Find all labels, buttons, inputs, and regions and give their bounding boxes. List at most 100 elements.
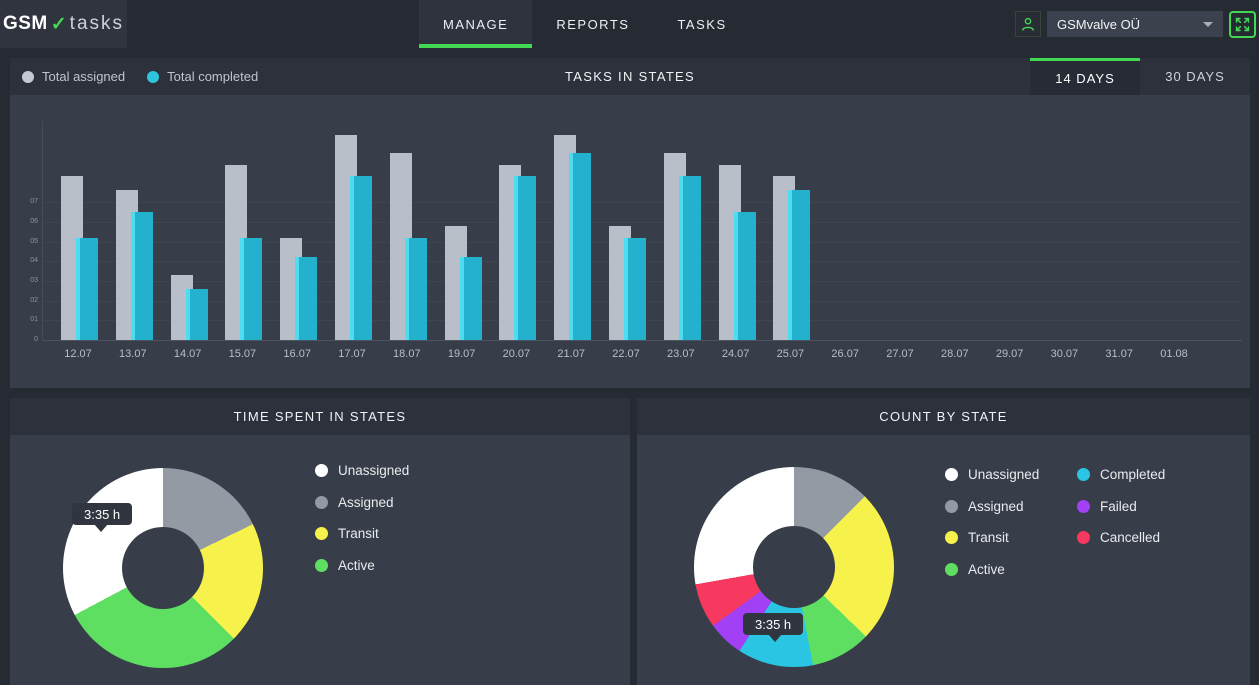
check-icon: ✓ <box>50 13 67 35</box>
bar-total-completed[interactable] <box>350 176 372 340</box>
legend-dot-icon <box>945 562 958 576</box>
caret-down-icon <box>1203 21 1213 27</box>
x-axis-date-label: 13.07 <box>119 348 147 360</box>
count-legend-column-1: Unassigned Assigned Transit Active <box>945 459 1039 585</box>
pie-legend-item-assigned[interactable]: Assigned <box>315 487 409 519</box>
x-axis-date-label: 01.08 <box>1160 348 1188 360</box>
bar-total-completed[interactable] <box>733 211 756 340</box>
bar-chart-legend: Total assigned Total completed <box>22 58 258 95</box>
app-logo[interactable]: GSM ✓ tasks <box>0 0 127 48</box>
bar-total-completed[interactable] <box>678 176 701 340</box>
account-name: GSMvalve OÜ <box>1057 16 1141 32</box>
y-axis-tick-label: 0 <box>34 336 38 343</box>
pie-legend-item-assigned[interactable]: Assigned <box>945 491 1039 523</box>
time-tooltip-value: 3:35 h <box>84 506 121 522</box>
pie-legend-item-unassigned[interactable]: Unassigned <box>945 459 1039 491</box>
bar-total-completed[interactable] <box>240 237 263 340</box>
count-by-state-body: 3:35 h Unassigned Assigned Transit Active C… <box>637 435 1250 685</box>
legend-label: Completed <box>1100 467 1166 483</box>
tasks-panel-title: TASKS IN STATES <box>564 69 696 84</box>
x-axis-date-label: 17.07 <box>338 348 366 360</box>
x-axis-date-label: 26.07 <box>831 348 859 360</box>
bar-legend-item[interactable]: Total assigned <box>22 69 125 84</box>
time-spent-legend: Unassigned Assigned Transit Active <box>315 455 409 581</box>
x-axis-date-label: 25.07 <box>776 348 805 360</box>
fullscreen-button[interactable] <box>1229 10 1256 38</box>
count-by-state-title: COUNT BY STATE <box>879 409 1008 424</box>
y-axis-line <box>42 121 43 340</box>
legend-label: Unassigned <box>338 463 410 479</box>
count-by-state-header: COUNT BY STATE <box>637 398 1250 435</box>
bar-total-completed[interactable] <box>185 288 208 340</box>
time-spent-title: TIME SPENT IN STATES <box>233 409 407 424</box>
legend-label: Unassigned <box>968 467 1040 483</box>
bar-total-completed[interactable] <box>788 190 811 340</box>
x-axis-date-label: 29.07 <box>995 348 1024 360</box>
nav-tab-reports[interactable]: REPORTS <box>556 16 630 32</box>
y-axis-tick-label: 01 <box>30 316 38 324</box>
gridline <box>42 221 1242 223</box>
pie-legend-item-completed[interactable]: Completed <box>1077 459 1165 491</box>
time-spent-header: TIME SPENT IN STATES <box>10 398 630 435</box>
count-donut-tooltip: 3:35 h <box>743 613 804 642</box>
y-axis-tick-label: 07 <box>30 198 38 206</box>
bar-total-completed[interactable] <box>404 237 427 340</box>
legend-dot-icon <box>147 70 160 83</box>
y-axis-tick-label: 04 <box>30 257 38 265</box>
range-tab-30-days[interactable]: 30 DAYS <box>1140 58 1250 95</box>
x-axis-date-label: 15.07 <box>228 348 257 360</box>
legend-dot-icon <box>945 468 958 482</box>
count-tooltip-value: 3:35 h <box>755 616 792 632</box>
bar-total-completed[interactable] <box>295 257 318 340</box>
pie-legend-item-active[interactable]: Active <box>315 550 409 582</box>
account-dropdown[interactable]: GSMvalve OÜ <box>1047 11 1223 37</box>
account-button[interactable] <box>1015 11 1041 37</box>
gridline <box>42 340 1242 341</box>
legend-dot-icon <box>315 527 328 541</box>
legend-label: Active <box>968 561 1005 577</box>
legend-dot-icon <box>1077 499 1090 513</box>
range-tab-14-days[interactable]: 14 DAYS <box>1030 58 1140 95</box>
pie-legend-item-transit[interactable]: Transit <box>945 522 1039 554</box>
y-axis-tick-label: 02 <box>30 296 38 304</box>
x-axis-date-label: 27.07 <box>886 348 914 360</box>
legend-label: Assigned <box>968 498 1024 514</box>
bar-total-completed[interactable] <box>76 237 98 340</box>
x-axis-date-label: 31.07 <box>1105 348 1133 360</box>
person-icon <box>1022 17 1034 31</box>
time-donut-hole <box>122 527 204 609</box>
count-donut-hole <box>753 526 835 608</box>
gridline <box>42 202 1242 204</box>
nav-tab-manage[interactable]: MANAGE <box>419 0 533 48</box>
legend-dot-icon <box>315 558 328 572</box>
bar-total-completed[interactable] <box>130 211 153 340</box>
x-axis-date-label: 21.07 <box>557 348 585 360</box>
bar-total-completed[interactable] <box>624 237 646 340</box>
pie-legend-item-active[interactable]: Active <box>945 554 1039 586</box>
pie-legend-item-failed[interactable]: Failed <box>1077 491 1165 523</box>
count-by-state-panel: COUNT BY STATE 3:35 h Unassigned Assigned… <box>637 398 1250 685</box>
pie-legend-item-cancelled[interactable]: Cancelled <box>1077 522 1165 554</box>
legend-label: Transit <box>968 530 1009 546</box>
y-axis-tick-label: 05 <box>30 237 38 245</box>
bar-total-completed[interactable] <box>459 257 482 340</box>
main-nav-tabs: MANAGE REPORTS TASKS <box>419 0 751 48</box>
legend-dot-icon <box>1077 468 1090 482</box>
navbar: GSM ✓ tasks MANAGE REPORTS TASKS GSMvalve … <box>0 0 1259 48</box>
bar-legend-item[interactable]: Total completed <box>147 69 258 84</box>
nav-tab-tasks[interactable]: TASKS <box>677 16 727 32</box>
legend-dot-icon <box>945 499 958 513</box>
legend-label: Active <box>338 557 375 573</box>
tooltip-arrow <box>94 524 108 532</box>
navbar-right: GSMvalve OÜ <box>1015 0 1256 48</box>
x-axis-date-label: 16.07 <box>283 348 311 360</box>
pie-legend-item-transit[interactable]: Transit <box>315 518 409 550</box>
time-spent-panel: TIME SPENT IN STATES 3:35 h Unassigned As… <box>10 398 630 685</box>
bar-total-completed[interactable] <box>569 152 592 340</box>
legend-dot-icon <box>945 531 958 545</box>
time-spent-body: 3:35 h Unassigned Assigned Transit Active <box>10 435 630 685</box>
bar-total-completed[interactable] <box>514 176 537 340</box>
legend-dot-icon <box>315 495 328 509</box>
pie-legend-item-unassigned[interactable]: Unassigned <box>315 455 409 487</box>
x-axis-date-label: 14.07 <box>173 348 202 360</box>
